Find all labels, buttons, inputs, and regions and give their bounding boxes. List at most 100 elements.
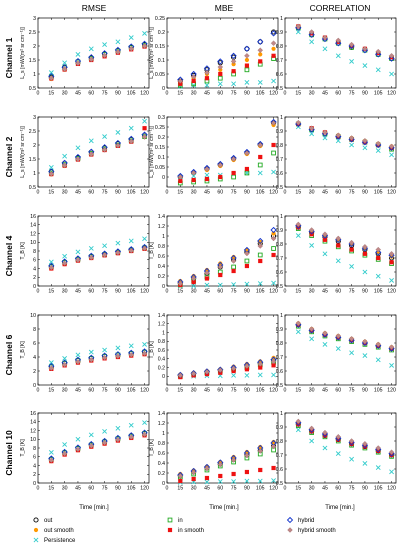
x-tick-label: 60 (88, 486, 94, 492)
data-point (178, 81, 183, 86)
legend-marker (33, 527, 39, 533)
y-tick-label: 0.6 (158, 451, 165, 457)
data-point (389, 362, 394, 368)
data-point (349, 456, 355, 462)
data-point (230, 52, 237, 59)
data-point (217, 162, 223, 168)
data-point (375, 140, 381, 147)
data-point (204, 479, 210, 485)
x-tick-label: 90 (244, 91, 250, 97)
y-tick-label: 0.25 (155, 125, 165, 131)
x-tick-label: 105 (256, 91, 265, 97)
data-point (231, 81, 237, 87)
plot-frame (284, 314, 397, 386)
x-tick-label: 15 (48, 388, 54, 394)
x-tick-label: 0 (166, 486, 169, 492)
data-point (244, 281, 250, 287)
data-point (128, 434, 134, 440)
x-tick-label: 105 (256, 486, 265, 492)
x-tick-label: 0 (166, 388, 169, 394)
data-point (308, 326, 315, 332)
y-tick-label: 0.25 (155, 16, 165, 22)
x-axis-labels: Time [min.] Time [min.] Time [min.] (79, 505, 355, 511)
y-tick-label: 6 (33, 341, 36, 347)
data-point (309, 336, 315, 342)
data-point (375, 51, 382, 58)
y-tick-label: 0 (33, 383, 36, 389)
data-point (322, 46, 328, 52)
data-point (190, 370, 197, 377)
series-hybrid-smooth (48, 431, 148, 463)
plot-frame (284, 116, 397, 188)
data-point (102, 347, 108, 353)
data-point (75, 257, 81, 263)
x-tick-label: 105 (374, 486, 383, 492)
data-point (115, 142, 121, 149)
data-point (322, 429, 328, 436)
data-point (101, 440, 108, 446)
x-tick-label: 0 (37, 486, 40, 492)
series-persistence (48, 341, 147, 366)
legend-entry: hybrid (286, 516, 314, 524)
y-tick-label: 0.9 (276, 327, 283, 333)
x-tick-label: 0 (284, 289, 287, 295)
x-tick-label: 90 (362, 91, 368, 97)
data-point (362, 145, 368, 151)
series-persistence (177, 78, 276, 90)
data-point (61, 361, 68, 368)
x-tick-label: 60 (335, 486, 341, 492)
data-point (244, 57, 250, 63)
data-point (231, 62, 236, 67)
x-tick-label: 15 (177, 388, 183, 394)
data-point (270, 358, 277, 365)
data-point (230, 258, 237, 264)
x-tick-label: 120 (269, 486, 278, 492)
data-point (244, 363, 250, 369)
data-point (48, 70, 54, 76)
y-axis-label: T_B [K] (20, 439, 26, 457)
x-tick-label: 105 (256, 289, 265, 295)
x-tick-label: 90 (362, 388, 368, 394)
data-point (115, 49, 121, 55)
data-point (244, 372, 250, 378)
x-tick-label: 90 (115, 486, 121, 492)
x-tick-label: 60 (88, 289, 94, 295)
y-tick-label: 0.4 (158, 357, 165, 363)
y-tick-label: 1.5 (29, 58, 36, 64)
data-point (257, 47, 263, 53)
data-point (191, 283, 197, 289)
data-point (362, 138, 368, 144)
data-point (88, 254, 94, 261)
series-hybrid-smooth (295, 221, 395, 257)
data-point (88, 46, 94, 52)
data-point (218, 261, 223, 266)
y-tick-label: 0.6 (158, 348, 165, 354)
y-tick-label: 0.8 (276, 143, 283, 149)
data-point (88, 138, 94, 144)
y-tick-label: 0.8 (158, 244, 165, 250)
data-point (257, 79, 263, 85)
x-tick-label: 90 (115, 190, 121, 196)
data-point (295, 221, 302, 228)
x-tick-label: 30 (191, 289, 197, 295)
x-tick-label: 120 (387, 486, 396, 492)
data-point (62, 253, 68, 259)
series-hybrid-smooth (48, 43, 148, 81)
x-tick-label: 120 (387, 289, 396, 295)
data-point (257, 478, 263, 484)
x-tick-label: 45 (204, 388, 210, 394)
x-tick-label: 105 (374, 388, 383, 394)
x-tick-label: 30 (62, 190, 68, 196)
data-point (48, 75, 55, 81)
data-point (142, 118, 147, 124)
x-tick-label: 60 (88, 91, 94, 97)
data-point (271, 252, 276, 258)
data-point (295, 119, 302, 126)
series-persistence (48, 420, 147, 455)
data-point (177, 174, 184, 180)
x-tick-label: 45 (322, 91, 328, 97)
legend-marker (286, 516, 294, 524)
chart-panel: 0 15 30 45 60 75 90 105 120 0 2 4 6 8 10 12 14 16 T_B [K] (20, 214, 150, 295)
x-tick-label: 30 (62, 289, 68, 295)
data-point (322, 135, 328, 141)
